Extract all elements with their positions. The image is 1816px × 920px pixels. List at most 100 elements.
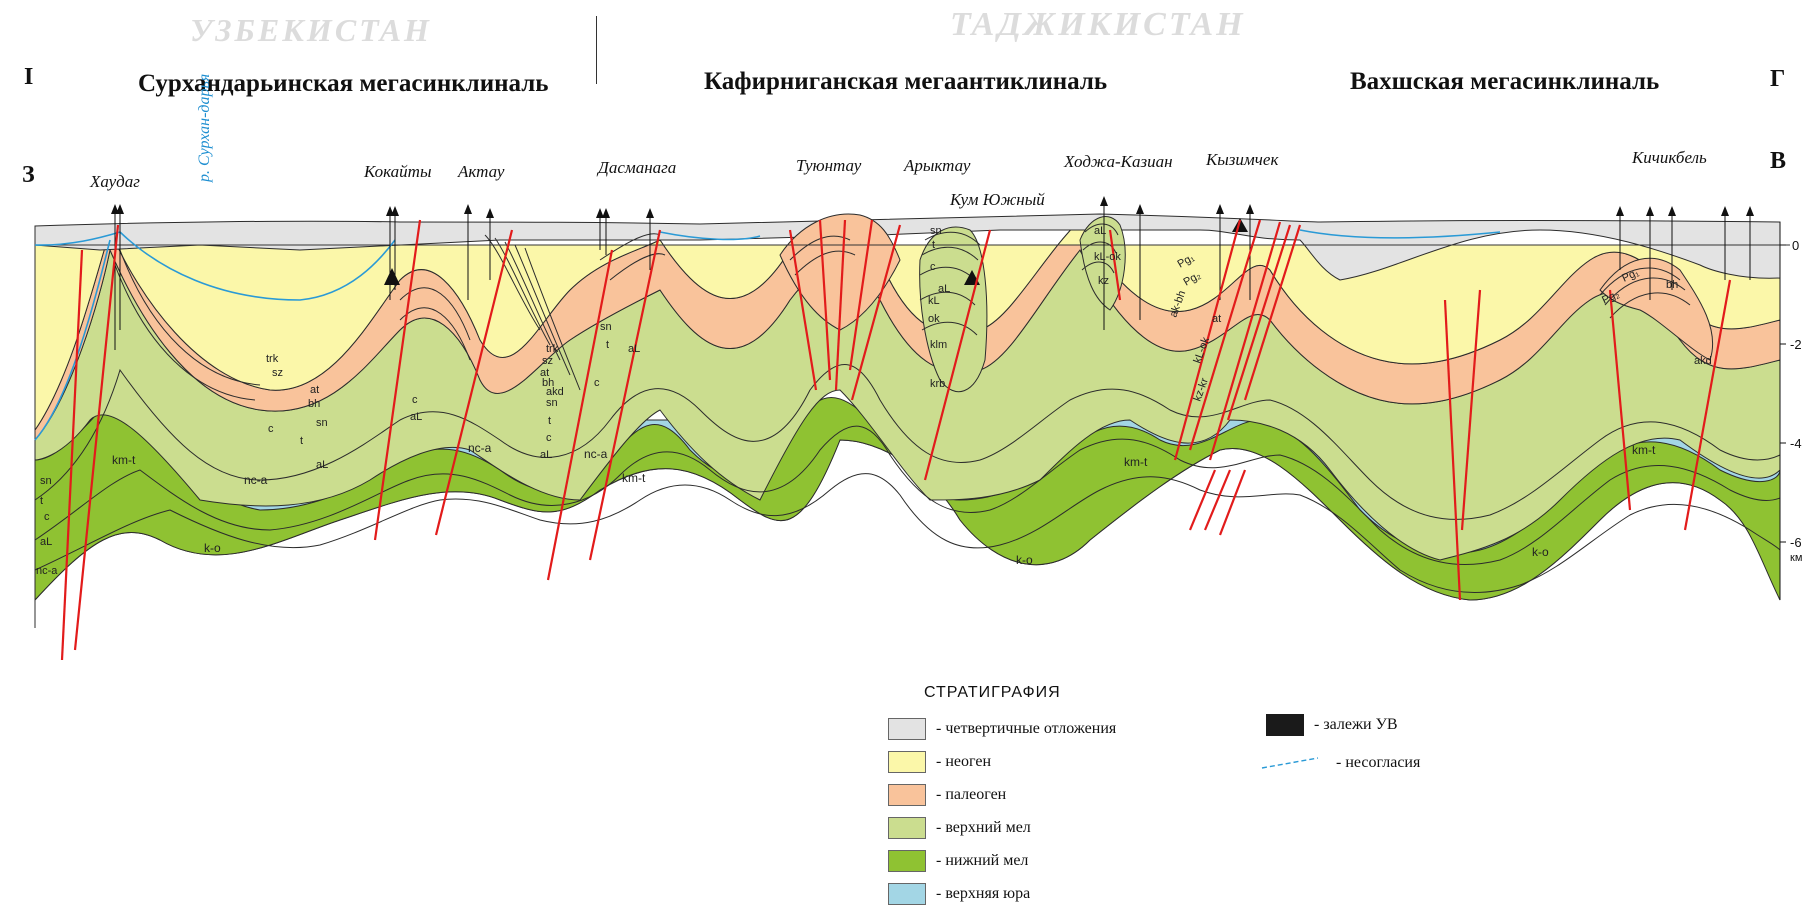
label-sn: sn	[40, 475, 52, 487]
legend-label-lower-cretaceous: - нижний мел	[936, 852, 1029, 869]
place-kichikbel: Кичикбель	[1632, 148, 1707, 167]
depth-tick-4: -4	[1790, 436, 1802, 451]
label-c: c	[44, 511, 50, 523]
swatch-neogene	[888, 751, 926, 773]
swatch-upper-cretaceous	[888, 817, 926, 839]
region-surkhandarya: Сурхандарьинская мегасинклиналь	[138, 70, 549, 97]
place-aryktau: Арыктау	[904, 156, 971, 175]
section-marker-left-top: I	[24, 64, 34, 90]
label-ok: ok	[928, 313, 940, 325]
label-bh-1: bh	[308, 398, 320, 410]
label-bh-2: bh	[542, 377, 554, 389]
anticline-tuyuntau	[779, 213, 901, 331]
label-sn-4: sn	[930, 225, 942, 237]
swatch-unconformity	[1261, 757, 1319, 769]
section-marker-right-top: Г	[1770, 66, 1786, 92]
place-kokaity: Кокайты	[364, 162, 432, 181]
label-nc-a-1: nc-a	[244, 473, 268, 487]
label-t-3: t	[606, 339, 609, 351]
label-al-2: aL	[410, 411, 422, 423]
place-dasmanaga: Дасманага	[598, 158, 677, 177]
faults	[60, 219, 1732, 661]
label-nc-a-2: nc-a	[468, 441, 492, 455]
legend-item-paleogene: - палеоген	[888, 784, 1006, 806]
label-k-o-3: k-o	[1532, 545, 1549, 559]
label-sn-2: sn	[546, 397, 558, 409]
country-tajikistan: ТАДЖИКИСТАН	[950, 6, 1246, 43]
label-c-1: c	[268, 423, 274, 435]
label-c-5: c	[930, 261, 936, 273]
label-km-t-4: km-t	[1632, 443, 1656, 457]
place-khaudag: Хаудаг	[90, 172, 140, 191]
legend-item-upper-cretaceous: - верхний мел	[888, 817, 1031, 839]
swatch-upper-jurassic	[888, 883, 926, 905]
label-nc-a-3: nc-a	[584, 447, 608, 461]
label-t: t	[40, 495, 43, 507]
label-t-1: t	[300, 435, 303, 447]
legend-label-hc-deposit: - залежи УВ	[1314, 716, 1398, 733]
strata-boundaries	[34, 223, 1781, 593]
label-akd-2: akd	[546, 386, 564, 398]
label-al-1: aL	[316, 459, 328, 471]
well-heads	[111, 196, 1754, 218]
label-c-4: c	[594, 377, 600, 389]
label-kl: kL	[928, 295, 940, 307]
legend-label-quaternary: - четвертичные отложения	[936, 720, 1117, 737]
label-sz-1: sz	[272, 367, 283, 379]
label-al-4: aL	[628, 343, 640, 355]
legend-item-upper-jurassic: - верхняя юра	[888, 883, 1030, 905]
label-sz-2: sz	[542, 355, 553, 367]
depth-tick-6: -6	[1790, 535, 1802, 550]
label-trk-2: trk	[546, 343, 559, 355]
depth-tick-2: -2	[1790, 337, 1802, 352]
legend-label-unconformity: - несогласия	[1336, 754, 1421, 771]
label-al: aL	[40, 536, 52, 548]
country-divider	[596, 16, 597, 84]
depth-unit: км	[1790, 552, 1803, 564]
legend-item-quaternary: - четвертичные отложения	[888, 718, 1116, 740]
label-km-t-3: km-t	[1124, 455, 1148, 469]
legend-item-lower-cretaceous: - нижний мел	[888, 850, 1028, 872]
swatch-hc-deposit	[1266, 714, 1304, 736]
direction-east: В	[1770, 148, 1787, 174]
wells	[114, 206, 1751, 350]
label-c-2: c	[412, 394, 418, 406]
label-trk-1: trk	[266, 353, 279, 365]
region-kafirnigan: Кафирниганская мегаантиклиналь	[704, 68, 1108, 95]
anticline-kichikbel	[1599, 257, 1714, 361]
place-tuyuntau: Туюнтау	[796, 156, 862, 175]
place-aktau: Актау	[458, 162, 505, 181]
legend-label-upper-cretaceous: - верхний мел	[936, 819, 1031, 836]
label-k-o-2: k-o	[1016, 553, 1033, 567]
label-at-1: at	[310, 384, 319, 396]
anticline-khodzha	[1079, 216, 1126, 311]
label-sn-3: sn	[600, 321, 612, 333]
place-kum-yuzhny: Кум Южный	[950, 190, 1045, 209]
label-at-3: at	[1212, 313, 1221, 325]
depth-tick-0: 0	[1792, 238, 1800, 253]
legend-label-paleogene: - палеоген	[936, 786, 1007, 803]
label-al-5: aL	[938, 283, 950, 295]
direction-west: З	[22, 162, 35, 188]
quaternary-layer	[34, 213, 1781, 281]
label-at-2: at	[540, 367, 549, 379]
label-k-o-1: k-o	[204, 541, 221, 555]
label-kz: kz	[1098, 275, 1109, 287]
legend-item-hc-deposit: - залежи УВ	[1266, 714, 1398, 736]
depth-axis	[1779, 222, 1786, 600]
label-al-3: aL	[540, 449, 552, 461]
label-t-2: t	[548, 415, 551, 427]
legend-item-unconformity: - несогласия	[1260, 754, 1420, 772]
place-kyzimchek: Кызимчек	[1206, 150, 1279, 169]
label-akd-3: akd	[1694, 355, 1712, 367]
region-vakhsh: Вахшская мегасинклиналь	[1350, 68, 1660, 95]
legend-title: СТРАТИГРАФИЯ	[924, 684, 1061, 701]
country-uzbekistan: УЗБЕКИСТАН	[190, 12, 432, 48]
unconformity-lines	[34, 229, 1501, 441]
label-t-4: t	[932, 239, 935, 251]
legend-item-neogene: - неоген	[888, 751, 991, 773]
place-khodzha-kazian: Ходжа-Казиан	[1064, 152, 1173, 171]
swatch-paleogene	[888, 784, 926, 806]
legend-label-upper-jurassic: - верхняя юра	[936, 885, 1031, 902]
label-klm: klm	[930, 339, 947, 351]
